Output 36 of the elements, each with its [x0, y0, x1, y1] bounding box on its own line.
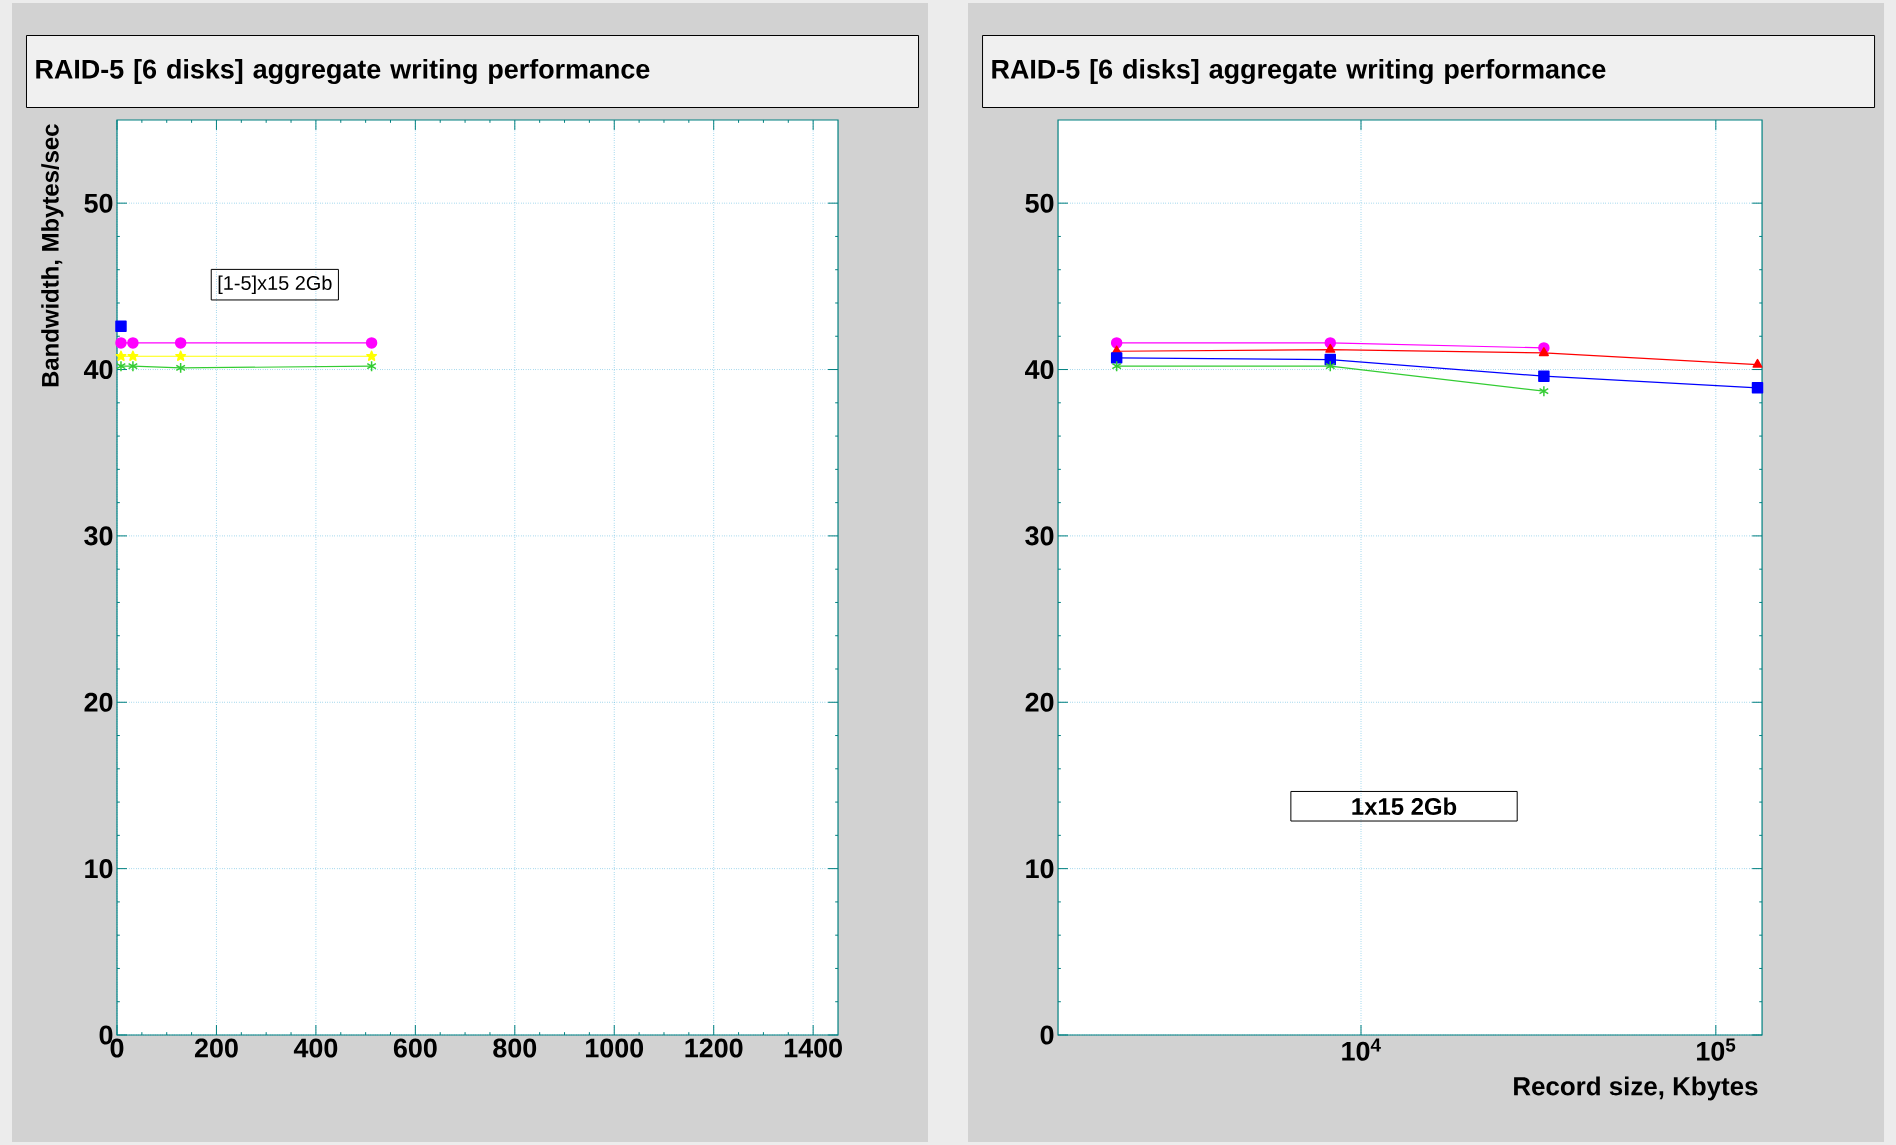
y-tick-label: 40 — [1025, 360, 1054, 380]
point — [1751, 382, 1764, 394]
point — [1538, 347, 1549, 357]
y-tick-label: 0 — [1040, 1025, 1054, 1045]
point — [1325, 343, 1336, 353]
y-tick-label: 50 — [1025, 193, 1054, 213]
y-tick-label: 30 — [1025, 526, 1054, 546]
x-tick-label: 200 — [194, 1038, 238, 1058]
y-tick-label: 50 — [84, 193, 113, 213]
x-tick-label: 10$^{4}$ — [1342, 1038, 1381, 1061]
x-tick-label: 800 — [493, 1038, 537, 1058]
point — [1752, 358, 1763, 368]
y-tick-label: 40 — [83, 360, 113, 380]
point — [1110, 337, 1123, 349]
y-tick-label: 20 — [84, 692, 113, 712]
chart-title: RAID-5 [6 disks] aggregate writing performance — [992, 58, 1606, 85]
x-tick-label: 1200 — [685, 1038, 743, 1058]
x-tick-label: 10$^{5}$ — [1697, 1038, 1736, 1061]
point — [1538, 385, 1549, 397]
point — [1110, 352, 1123, 364]
y-axis-title: Bandwidth, Mbytes/sec — [41, 124, 64, 387]
x-tick-label: 1400 — [784, 1038, 842, 1058]
x-axis-title: Record size, Kbytes — [1514, 1076, 1758, 1101]
chart-title: RAID-5 [6 disks] aggregate writing performance — [36, 58, 650, 85]
y-tick-label: 30 — [84, 526, 113, 546]
x-tick-label: 400 — [293, 1038, 338, 1058]
y-tick-label: 20 — [1025, 692, 1054, 712]
point — [1325, 360, 1336, 372]
y-tick-label: 10 — [85, 859, 113, 879]
x-tick-label: 1000 — [586, 1038, 644, 1058]
point — [1538, 370, 1550, 382]
x-tick-label: 600 — [393, 1038, 437, 1058]
annotation: 1x15 2Gb — [1352, 797, 1457, 816]
annotation: [1-5]x15 2Gb — [218, 275, 332, 294]
point — [1111, 360, 1122, 372]
y-tick-label: 10 — [1026, 859, 1054, 879]
